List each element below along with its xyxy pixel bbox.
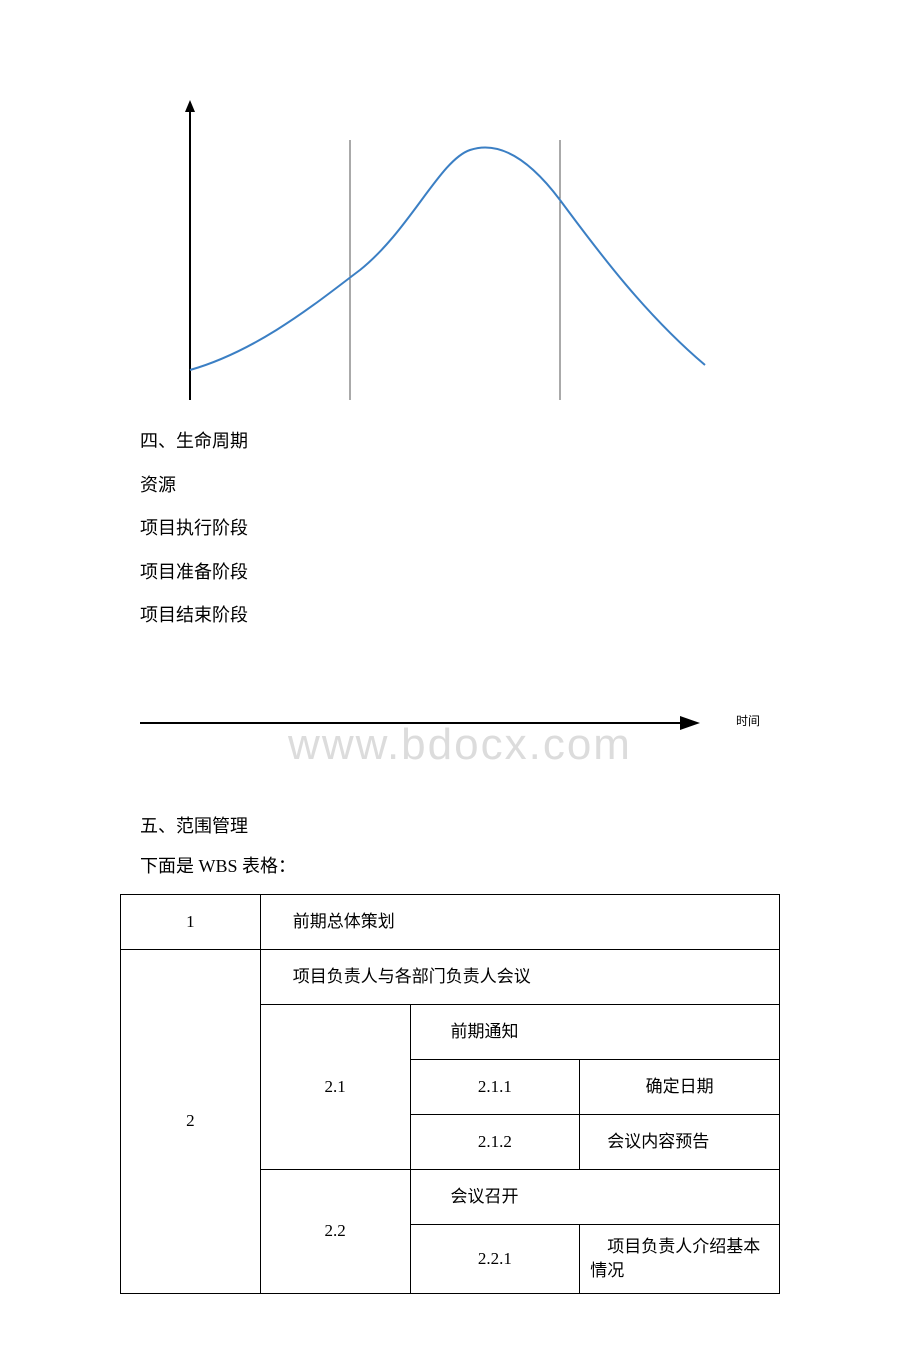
table-row: 2 项目负责人与各部门负责人会议	[121, 949, 780, 1004]
time-axis: 时间	[140, 708, 700, 748]
phase-end-label: 项目结束阶段	[140, 594, 780, 638]
section4-title: 四、生命周期	[140, 420, 780, 464]
time-axis-arrow	[680, 716, 700, 730]
y-axis-arrow	[185, 100, 195, 112]
time-axis-svg	[140, 708, 700, 738]
lifecycle-labels: 四、生命周期 资源 项目执行阶段 项目准备阶段 项目结束阶段	[140, 420, 780, 638]
wbs-cell-2.2-header: 会议召开	[410, 1169, 779, 1224]
wbs-cell-1-desc: 前期总体策划	[260, 894, 779, 949]
wbs-cell-2-header: 项目负责人与各部门负责人会议	[260, 949, 779, 1004]
section5-title: 五、范围管理	[140, 808, 780, 844]
wbs-cell-2.1: 2.1	[260, 1004, 410, 1169]
wbs-cell-2.2.1: 2.2.1	[410, 1224, 580, 1293]
section5-subtitle: 下面是 WBS 表格：	[140, 848, 780, 884]
wbs-cell-2.1.2: 2.1.2	[410, 1114, 580, 1169]
lifecycle-curve	[190, 147, 705, 370]
wbs-cell-2: 2	[121, 949, 261, 1293]
wbs-cell-2.1.2-desc: 会议内容预告	[580, 1114, 780, 1169]
phase-exec-label: 项目执行阶段	[140, 507, 780, 551]
time-axis-label: 时间	[736, 712, 760, 729]
section5: 五、范围管理 下面是 WBS 表格： 1 前期总体策划 2 项目负责人与各部门负…	[140, 808, 780, 1294]
resource-label: 资源	[140, 464, 780, 508]
wbs-table: 1 前期总体策划 2 项目负责人与各部门负责人会议 2.1 前期通知 2.1.1…	[120, 894, 780, 1294]
wbs-cell-2.1-header: 前期通知	[410, 1004, 779, 1059]
wbs-cell-2.2: 2.2	[260, 1169, 410, 1293]
wbs-cell-2.2.1-desc: 项目负责人介绍基本情况	[580, 1224, 780, 1293]
lifecycle-svg	[160, 100, 720, 400]
phase-prep-label: 项目准备阶段	[140, 551, 780, 595]
lifecycle-chart	[160, 100, 720, 400]
wbs-cell-1: 1	[121, 894, 261, 949]
wbs-cell-2.1.1: 2.1.1	[410, 1059, 580, 1114]
table-row: 1 前期总体策划	[121, 894, 780, 949]
wbs-cell-2.1.1-desc: 确定日期	[580, 1059, 780, 1114]
